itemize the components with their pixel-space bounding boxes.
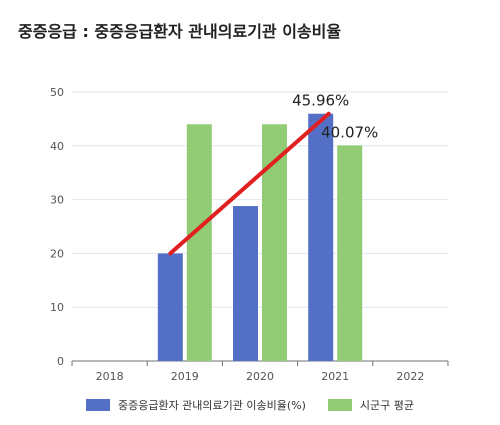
y-axis: 0 10 20 30 40 50 <box>50 86 64 368</box>
chart-title: 중증응급 : 중증응급환자 관내의료기관 이송비율 <box>18 22 342 41</box>
y-tick-label: 20 <box>50 247 64 260</box>
y-tick-label: 10 <box>50 301 64 314</box>
data-label-series-2: 40.07% <box>321 123 378 141</box>
bar-series-2-2021[interactable] <box>337 145 363 361</box>
y-tick-label: 0 <box>57 355 64 368</box>
x-tick-label: 2020 <box>246 370 274 383</box>
x-tick-label: 2019 <box>171 370 199 383</box>
legend-label-series-1: 중증응급환자 관내의료기관 이송비율(%) <box>117 399 306 412</box>
legend-swatch-series-1 <box>85 399 110 411</box>
data-labels: 45.96% 40.07% <box>292 92 378 142</box>
y-tick-label: 50 <box>50 86 64 99</box>
x-tick-label: 2018 <box>96 370 124 383</box>
legend-label-series-2: 시군구 평균 <box>359 399 415 412</box>
x-axis: 2018 2019 2020 2021 2022 <box>71 361 449 383</box>
data-label-series-1: 45.96% <box>292 92 349 110</box>
bar-series-1-2020[interactable] <box>233 206 258 361</box>
bars <box>157 113 363 361</box>
bar-series-1-2019[interactable] <box>157 253 183 361</box>
legend-swatch-series-2 <box>327 399 352 411</box>
legend-item-series-2[interactable]: 시군구 평균 <box>327 397 415 413</box>
trend-line-group <box>168 111 331 256</box>
trend-line <box>168 111 331 256</box>
legend-item-series-1[interactable]: 중증응급환자 관내의료기관 이송비율(%) <box>85 397 306 413</box>
bar-series-1-2021[interactable] <box>308 113 334 361</box>
bar-series-2-2019[interactable] <box>186 124 212 361</box>
y-tick-label: 30 <box>50 194 64 207</box>
x-tick-label: 2021 <box>321 370 349 383</box>
grid-lines <box>72 91 448 362</box>
y-tick-label: 40 <box>50 140 64 153</box>
legend: 중증응급환자 관내의료기관 이송비율(%) 시군구 평균 <box>0 397 500 413</box>
x-tick-label: 2022 <box>396 370 424 383</box>
